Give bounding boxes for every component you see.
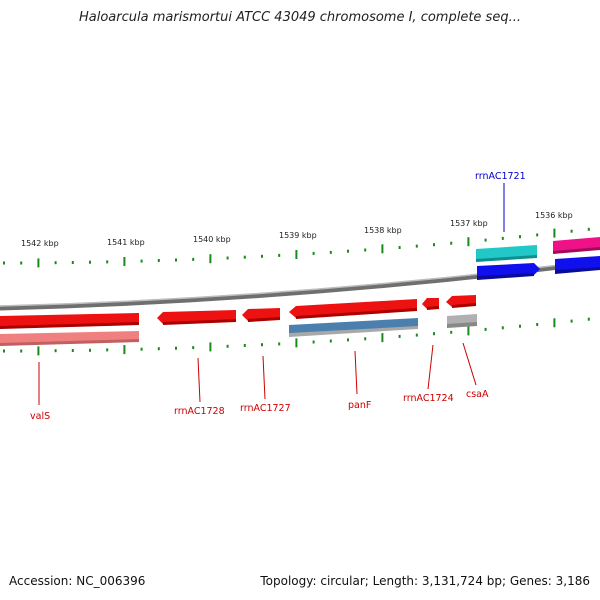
gene-panF[interactable] [289, 299, 417, 319]
leader-line-rrnAC1728 [197, 357, 201, 403]
gene-arrow-steel-shadow [289, 326, 418, 337]
map-title: Haloarcula marismortui ATCC 43049 chromo… [79, 10, 521, 25]
gene-csaA-red[interactable] [446, 295, 476, 308]
gene-arrow-red-shadow [248, 317, 280, 322]
gene-rrnAC1728[interactable] [157, 310, 236, 325]
genome-summary-text: Topology: circular; Length: 3,131,724 bp… [260, 574, 590, 588]
gene-rrnAC1724[interactable] [422, 298, 439, 310]
gene-rrnAC1721[interactable] [476, 245, 537, 262]
accession-text: Accession: NC_006396 [9, 574, 146, 588]
gene-label-rrnAC1724[interactable]: rrnAC1724 [403, 393, 454, 404]
ruler-label: 1541 kbp [107, 238, 145, 247]
ruler-label: 1542 kbp [21, 239, 59, 248]
gene-arrow-pink-shadow [0, 339, 139, 346]
ruler-labels: 1542 kbp 1541 kbp 1540 kbp 1539 kbp 1538… [21, 211, 573, 248]
gene-arrow-red-shadow [452, 303, 476, 308]
gene-arrow-magenta-shadow [553, 247, 600, 254]
gene-arrow-red-shadow [427, 306, 439, 310]
gene-arrow-grey-shadow [447, 322, 477, 328]
gene-arrow-red-shadow [0, 322, 139, 329]
upper-tick-row [3, 227, 590, 268]
ruler-label: 1539 kbp [279, 231, 317, 240]
gene-blue-right[interactable] [555, 256, 600, 274]
gene-label-valS[interactable]: valS [30, 411, 50, 422]
ruler-label: 1540 kbp [193, 235, 231, 244]
gene-arrow-red [289, 299, 417, 318]
gene-blue-forward[interactable] [477, 263, 540, 280]
gene-magenta[interactable] [553, 237, 600, 254]
ruler-label: 1537 kbp [450, 219, 488, 228]
gene-steel[interactable] [289, 318, 418, 337]
ruler-label: 1538 kbp [364, 226, 402, 235]
leader-line-csaA [462, 342, 477, 386]
gene-label-rrnAC1728[interactable]: rrnAC1728 [174, 406, 225, 417]
gene-arrow-steel [289, 318, 418, 335]
leader-line-rrnAC1727 [262, 355, 266, 400]
gene-label-panF[interactable]: panF [348, 400, 371, 411]
ruler-label: 1536 kbp [535, 211, 573, 220]
gene-arrow-red-shadow [296, 308, 417, 319]
gene-grey[interactable] [447, 314, 477, 328]
gene-rrnAC1727[interactable] [242, 308, 280, 322]
leader-line-rrnAC1724 [427, 344, 434, 390]
gene-arrow-red [422, 298, 439, 309]
gene-arrow-red-shadow [163, 319, 236, 325]
gene-label-csaA[interactable]: csaA [466, 389, 489, 400]
gene-arrow-blue-2-shadow [555, 267, 600, 274]
gene-label-rrnAC1727[interactable]: rrnAC1727 [240, 403, 291, 414]
gene-arrow-cyan-shadow [476, 255, 537, 262]
leader-line-panF [354, 350, 358, 395]
gene-label-rrnAC1721[interactable]: rrnAC1721 [475, 171, 526, 182]
gene-arrow-blue-shadow [477, 273, 534, 280]
gene-valS[interactable] [0, 313, 139, 346]
lower-tick-row [3, 317, 590, 356]
